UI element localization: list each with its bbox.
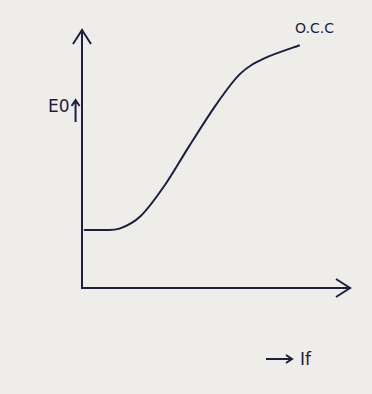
y-axis-arrow bbox=[73, 30, 91, 44]
x-axis bbox=[82, 287, 350, 289]
x-title-arrow bbox=[266, 355, 292, 363]
x-axis-title: If bbox=[300, 349, 312, 369]
y-axis bbox=[81, 30, 83, 288]
chart: O.C.C E0 If bbox=[0, 0, 372, 394]
series-label: O.C.C bbox=[295, 20, 334, 36]
y-title-arrow bbox=[72, 100, 80, 122]
x-axis-arrow bbox=[336, 279, 350, 297]
y-axis-title: E0 bbox=[48, 96, 70, 116]
curve bbox=[85, 45, 299, 230]
